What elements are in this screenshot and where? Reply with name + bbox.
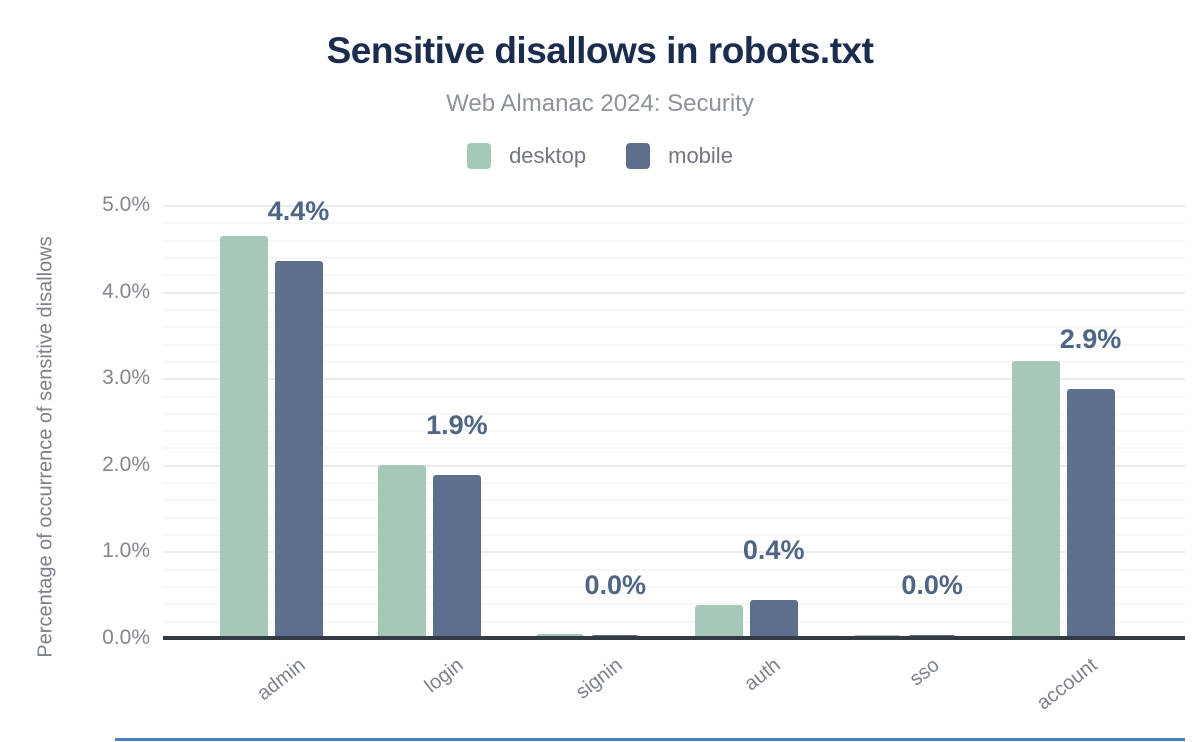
minor-gridline (163, 430, 1185, 433)
minor-gridline (163, 586, 1185, 589)
minor-gridline (163, 239, 1185, 242)
y-axis-tick-label: 4.0% (102, 279, 150, 303)
mobile-swatch-icon (626, 143, 651, 169)
x-axis-label-auth: auth (740, 654, 785, 696)
minor-gridline (163, 360, 1185, 363)
bar-mobile-auth (749, 599, 798, 638)
legend: desktop mobile (0, 143, 1200, 169)
desktop-swatch-icon (467, 143, 492, 169)
minor-gridline (163, 412, 1185, 415)
y-axis-tick-label: 1.0% (102, 539, 150, 563)
minor-gridline (163, 395, 1185, 398)
legend-label-mobile: mobile (668, 143, 733, 168)
bar-desktop-auth (694, 605, 743, 638)
minor-gridline (163, 603, 1185, 606)
y-axis-tick-label: 0.0% (102, 626, 150, 649)
bar-value-label: 2.9% (1059, 324, 1122, 355)
bar-value-label: 0.0% (901, 570, 963, 601)
minor-gridline (163, 308, 1185, 311)
x-axis-label-sso: sso (905, 654, 944, 691)
bar-desktop-signin (536, 633, 585, 638)
bar-value-label: 0.4% (742, 534, 805, 565)
bottom-accent-line (115, 738, 1185, 741)
bar-mobile-account (1066, 389, 1115, 638)
x-axis-label-signin: signin (571, 654, 627, 704)
bar-desktop-account (1011, 360, 1060, 638)
bar-mobile-login (432, 475, 481, 638)
minor-gridline (163, 343, 1185, 346)
chart-title: Sensitive disallows in robots.txt (326, 30, 874, 71)
bar-desktop-admin (219, 236, 268, 638)
x-axis-line (163, 636, 1185, 640)
chart-subtitle: Web Almanac 2024: Security (446, 90, 754, 117)
minor-gridline (163, 568, 1185, 571)
legend-item-mobile: mobile (626, 143, 733, 169)
x-axis-label-admin: admin (253, 654, 310, 705)
major-gridline (163, 291, 1185, 294)
minor-gridline (163, 326, 1185, 329)
major-gridline (163, 551, 1185, 554)
major-gridline (163, 378, 1185, 381)
major-gridline (163, 205, 1185, 207)
bar-value-label: 4.4% (267, 196, 330, 227)
bar-value-label: 1.9% (426, 410, 488, 441)
legend-label-desktop: desktop (509, 143, 587, 168)
legend-item-desktop: desktop (467, 143, 586, 169)
y-axis-tick-label: 5.0% (102, 193, 150, 216)
minor-gridline (163, 534, 1185, 537)
y-axis-tick-label: 2.0% (102, 452, 150, 476)
minor-gridline (163, 516, 1185, 519)
bar-mobile-admin (274, 261, 323, 638)
minor-gridline (163, 620, 1185, 623)
minor-gridline (163, 222, 1185, 225)
y-axis-title: Percentage of occurrence of sensitive di… (34, 236, 57, 658)
minor-gridline (163, 482, 1185, 485)
minor-gridline (163, 499, 1185, 502)
major-gridline (163, 464, 1185, 467)
y-axis-tick-label: 3.0% (102, 366, 150, 390)
minor-gridline (163, 256, 1185, 259)
x-axis-label-login: login (421, 654, 468, 698)
minor-gridline (163, 274, 1185, 277)
x-axis-label-account: account (1032, 654, 1102, 715)
bar-value-label: 0.0% (584, 570, 647, 601)
minor-gridline (163, 447, 1185, 450)
bar-desktop-login (377, 464, 426, 638)
